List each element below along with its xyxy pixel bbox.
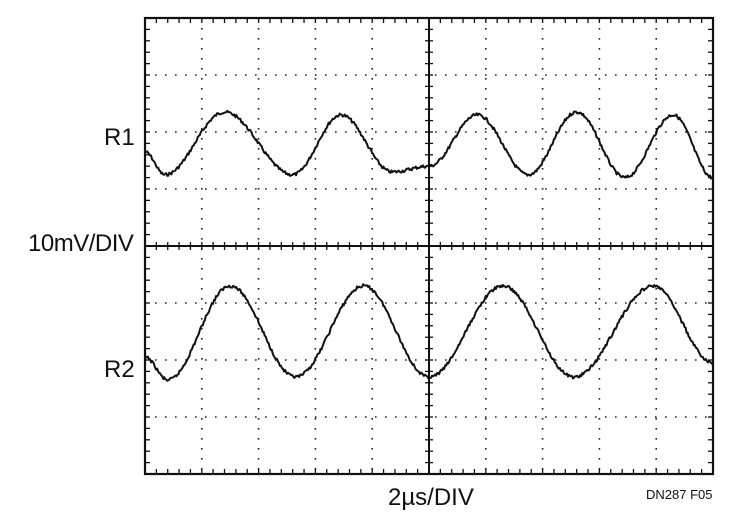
trace-r2-label: R2	[104, 356, 135, 383]
horizontal-scale-label: 2µs/DIV	[388, 484, 474, 511]
vertical-scale-label: 10mV/DIV	[28, 230, 134, 257]
trace-r2	[144, 283, 714, 382]
trace-r1-label: R1	[104, 124, 135, 151]
figure-id: DN287 F05	[646, 487, 713, 502]
trace-r1	[144, 109, 714, 180]
